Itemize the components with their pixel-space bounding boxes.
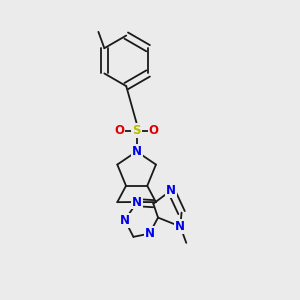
Text: N: N [120,214,130,227]
Text: S: S [132,124,141,137]
Text: O: O [114,124,124,137]
Text: O: O [149,124,159,137]
Text: N: N [145,227,154,240]
Text: N: N [132,196,142,208]
Text: N: N [175,220,185,233]
Text: N: N [132,145,142,158]
Text: N: N [166,184,176,197]
